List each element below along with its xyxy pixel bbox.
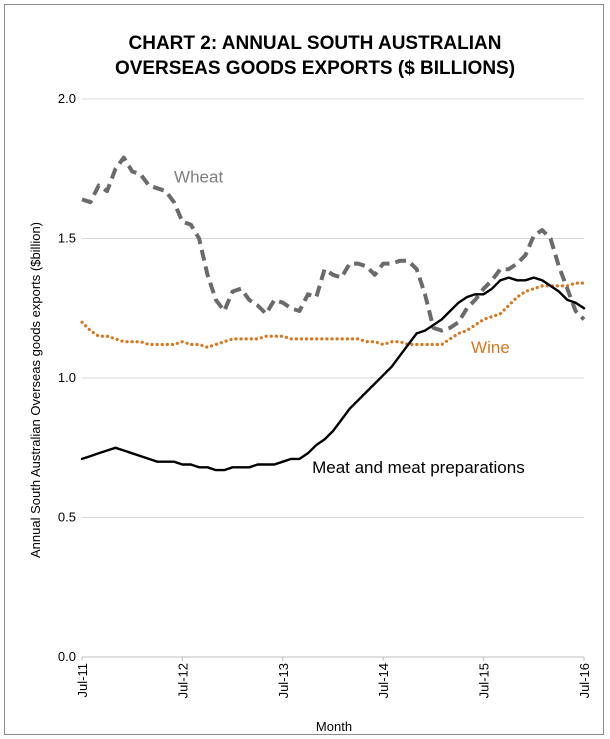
x-axis-label: Month: [316, 719, 352, 734]
series-lines: [80, 155, 586, 472]
x-tick-label: Jul-14: [376, 663, 391, 698]
y-tick-label: 2.0: [58, 91, 76, 106]
series-label-wheat: Wheat: [174, 168, 223, 187]
axes: 0.0 0.5 1.0 1.5 2.0 Jul-11 Jul-12 Jul-13 Jul-14 J…: [58, 91, 592, 698]
x-tick-label: Jul-13: [276, 663, 291, 698]
series-line-wheat: [81, 155, 586, 333]
y-tick-label: 0.0: [58, 649, 76, 664]
y-tick-label: 1.5: [58, 231, 76, 246]
y-axis-label: Annual South Australian Overseas goods e…: [28, 222, 43, 558]
x-tick-label: Jul-11: [75, 663, 90, 697]
x-tick-label: Jul-15: [477, 663, 492, 698]
chart-title-line-2: OVERSEAS GOODS EXPORTS ($ BILLIONS): [115, 58, 515, 79]
series-label-wine: Wine: [471, 338, 510, 357]
y-tick-label: 0.5: [58, 510, 76, 525]
chart-frame: [4, 4, 604, 735]
y-tick-label: 1.0: [58, 370, 76, 385]
x-tick-label: Jul-12: [175, 663, 190, 698]
series-label-meat-and-meat-preparations: Meat and meat preparations: [312, 458, 525, 477]
series-line-wine: [80, 281, 586, 349]
chart-title-line-1: CHART 2: ANNUAL SOUTH AUSTRALIAN: [129, 33, 502, 54]
x-tick-label: Jul-16: [577, 663, 592, 698]
gridlines: [82, 98, 584, 518]
series-annotations: Wheat Wine Meat and meat preparations: [174, 168, 525, 477]
series-line-meat-and-meat-preparations: [80, 276, 586, 472]
